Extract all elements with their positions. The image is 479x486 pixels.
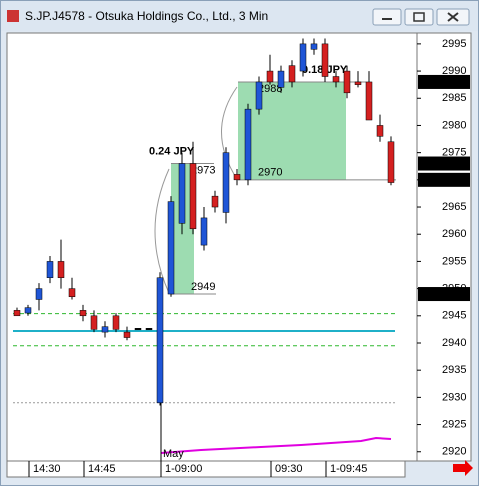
candle-body [354,81,362,85]
price-marker [418,172,470,187]
candle-body [112,315,120,330]
candle-body [35,288,43,300]
measure-box [238,81,346,180]
candle-body [211,195,219,208]
candle-body [332,76,340,83]
y-tick-label: 2930 [442,391,466,403]
y-tick-label: 2935 [442,364,466,376]
x-tick-label: 1-09:00 [165,463,202,475]
candle-body [156,277,164,404]
measure-bottom-label: 2970 [258,167,282,179]
candle-body [13,310,21,317]
y-tick-label: 2945 [442,310,466,322]
y-tick-label: 2940 [442,337,466,349]
candle-body [134,328,142,331]
candle-body [145,328,153,331]
candle-body [222,152,230,213]
candle-body [310,43,318,50]
candle-body [277,70,285,88]
y-tick-label: 2955 [442,255,466,267]
y-tick-label: 2920 [442,446,466,458]
y-tick-label: 2985 [442,92,466,104]
candle-body [79,310,87,317]
price-marker-label: 2988 [442,76,466,88]
candle-body [57,261,65,278]
scroll-arrow[interactable] [453,460,473,476]
price-axis [416,32,472,462]
candle-body [24,307,32,314]
y-tick-label: 2925 [442,418,466,430]
candle-body [200,217,208,246]
y-tick-label: 2995 [442,38,466,50]
x-tick-label: 1-09:45 [330,463,367,475]
candle-body [299,43,307,72]
y-tick-label: 2990 [442,65,466,77]
y-tick-label: 2975 [442,147,466,159]
price-marker [418,287,470,302]
measure-top-label: 2988 [258,83,282,95]
maximize-button[interactable] [404,8,434,26]
candle-body [288,65,296,83]
indicator-line [160,436,392,454]
x-tick-label: 09:30 [275,463,303,475]
candle-body [233,174,241,181]
chart-title: S.JP.J4578 - Otsuka Holdings Co., Ltd., … [25,9,268,23]
measure-top-label: 2973 [191,164,215,176]
y-tick-label: 2980 [442,119,466,131]
candle-body [68,288,76,298]
candle-body [90,315,98,330]
session-note: May [163,448,184,460]
candle-body [343,70,351,94]
price-marker [418,156,470,171]
candle-body [387,141,395,183]
candle-body [266,70,274,83]
connector-arc [154,168,170,294]
y-tick-label: 2965 [442,201,466,213]
close-icon [447,12,459,22]
price-marker-label: 2973 [442,157,466,169]
app-icon [7,10,19,22]
minimize-button[interactable] [372,8,402,26]
candle-body [178,163,186,224]
candle-body [189,163,197,230]
candle-body [365,81,373,121]
measure-label: 0.24 JPY [149,145,195,157]
connector-arc [221,86,238,180]
measure-bottom-label: 2949 [191,281,215,293]
price-marker-label: 2949 [442,288,466,300]
candle-body [123,331,131,338]
price-marker-label: 2970 [442,174,466,186]
maximize-icon [413,12,425,22]
y-tick-label: 2960 [442,228,466,240]
candle-body [167,201,175,295]
price-marker [418,74,470,89]
candle-body [376,125,384,137]
time-axis [6,460,406,478]
candle-body [244,108,252,181]
candle-body [101,326,109,333]
candle-body [46,261,54,278]
candle-body [321,43,329,77]
candle-body [255,81,263,110]
x-tick-label: 14:45 [88,463,116,475]
x-tick-label: 14:30 [33,463,61,475]
plot-area [6,32,418,462]
